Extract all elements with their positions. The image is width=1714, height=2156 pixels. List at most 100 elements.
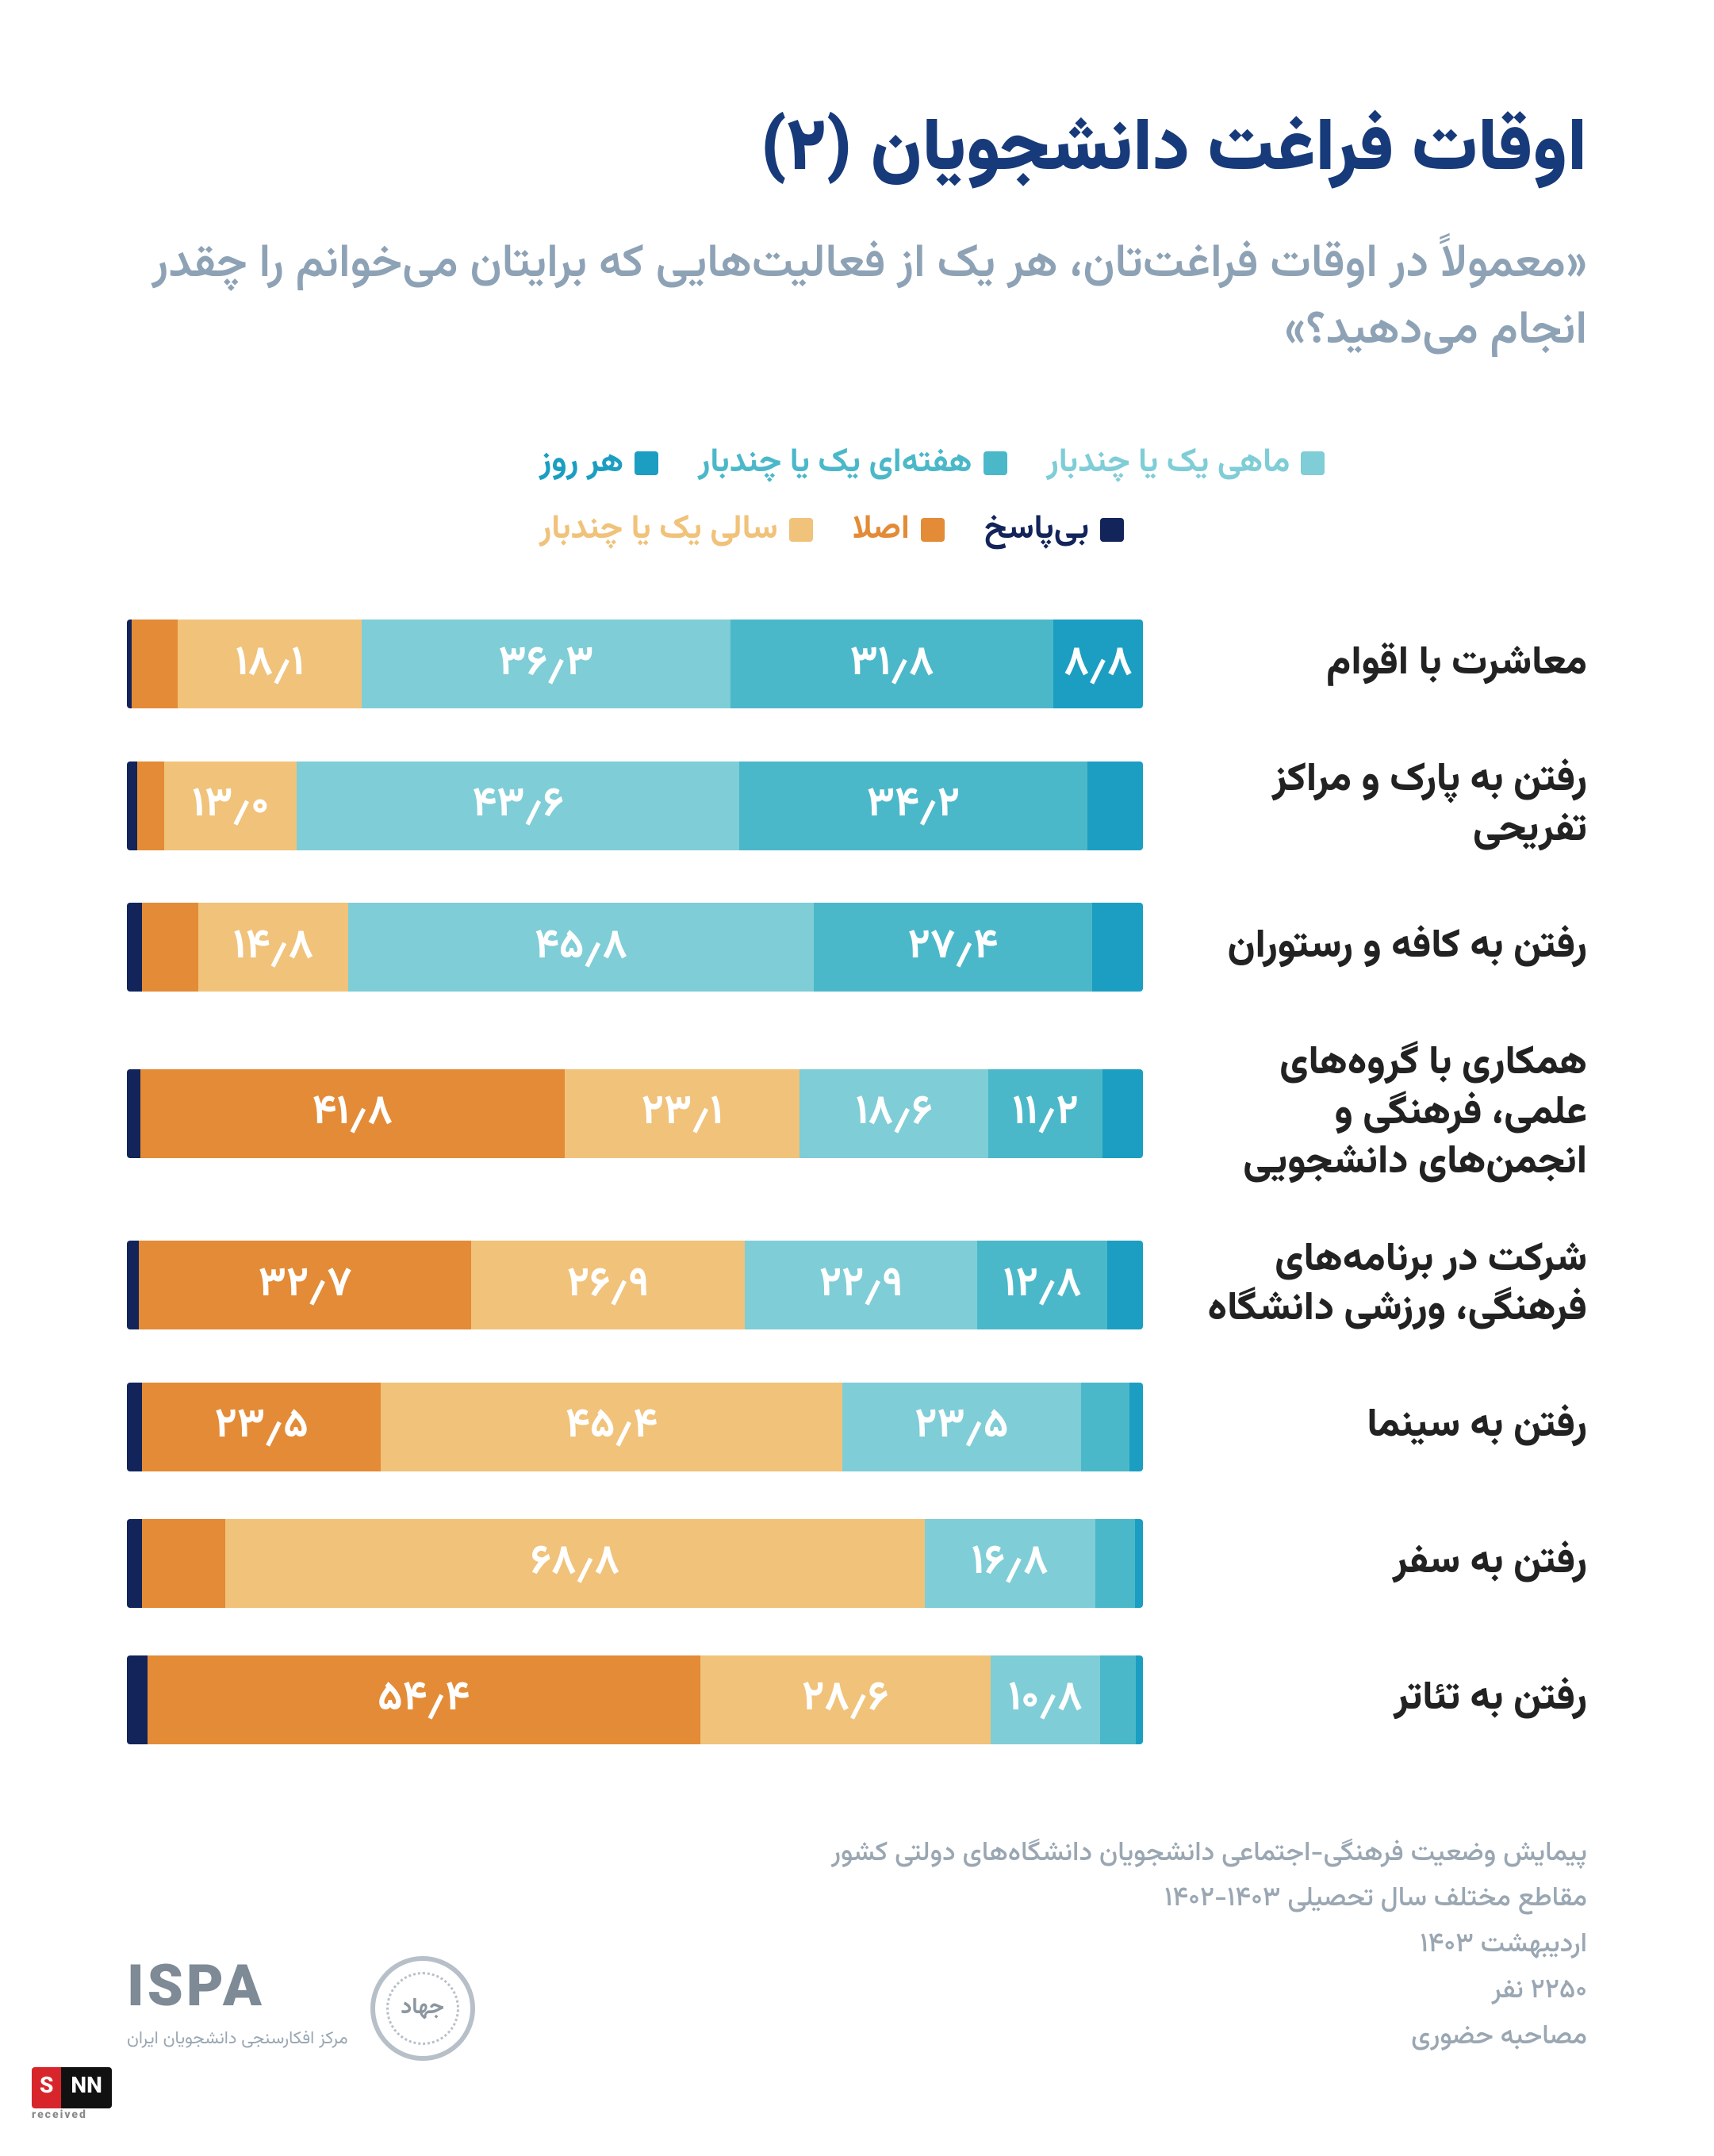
- chart-row: شرکت در برنامه‌های فرهنگی، ورزشی دانشگاه…: [127, 1236, 1587, 1335]
- bar-segment-weekly: [1100, 1655, 1136, 1744]
- row-label: رفتن به سینما: [1175, 1402, 1587, 1452]
- legend-item-daily: هر روز: [539, 437, 658, 489]
- footnote-line: مصاحبه حضوری: [831, 2015, 1587, 2061]
- footnote-line: مقاطع مختلف سال تحصیلی ۱۴۰۳-۱۴۰۲: [831, 1877, 1587, 1923]
- chart-row: رفتن به سفر ۱۶٫۸۶۸٫۸: [127, 1519, 1587, 1608]
- bar-segment-never: [142, 1519, 225, 1608]
- bar-segment-monthly: ۱۶٫۸: [925, 1519, 1095, 1608]
- snn-nn: NN: [61, 2067, 111, 2108]
- legend-line: هر روز هفته‌ای یک یا چندبار ماهی یک یا چند…: [539, 437, 1325, 489]
- bar-segment-monthly: ۲۳٫۵: [842, 1383, 1081, 1471]
- bar-segment-weekly: [1095, 1519, 1135, 1608]
- legend-swatch: [635, 451, 658, 475]
- row-label: شرکت در برنامه‌های فرهنگی، ورزشی دانشگاه: [1175, 1236, 1587, 1335]
- stacked-bar: ۳۴٫۲۴۳٫۶۱۳٫۰: [127, 762, 1143, 850]
- legend-label: هر روز: [539, 437, 623, 489]
- row-label: همکاری با گروه‌های علمی، فرهنگی و انجمن‌…: [1175, 1039, 1587, 1188]
- bar-segment-na: [127, 903, 142, 992]
- legend-label: بی‌پاسخ: [984, 504, 1089, 556]
- footer: پیمایش وضعیت فرهنگی-اجتماعی دانشجویان دا…: [127, 1832, 1587, 2061]
- bar-segment-monthly: ۲۲٫۹: [745, 1241, 977, 1329]
- chart-row: رفتن به تئاتر ۱۰٫۸۲۸٫۶۵۴٫۴: [127, 1655, 1587, 1744]
- bar-segment-na: [127, 762, 137, 850]
- legend-swatch: [1100, 518, 1124, 542]
- chart-rows: معاشرت با اقوام ۸٫۸۳۱٫۸۳۶٫۳۱۸٫۱ رفتن به پا…: [127, 620, 1587, 1744]
- brand-sub: مرکز افکارسنجی دانشجویان ایران: [127, 2025, 348, 2053]
- bar-segment-weekly: ۳۴٫۲: [739, 762, 1087, 850]
- footnote-line: اردیبهشت ۱۴۰۳: [831, 1923, 1587, 1969]
- legend-swatch: [1301, 451, 1325, 475]
- bar-segment-daily: [1136, 1655, 1143, 1744]
- bar-segment-na: [127, 1655, 148, 1744]
- bar-segment-yearly: ۶۸٫۸: [225, 1519, 924, 1608]
- snn-watermark: SNN received: [32, 2070, 112, 2124]
- page-subtitle: «معمولاً در اوقات فراغت‌تان، هر یک از فع…: [127, 232, 1587, 366]
- bar-segment-daily: [1102, 1069, 1143, 1158]
- row-label: معاشرت با اقوام: [1175, 639, 1587, 689]
- legend-label: ماهی یک یا چندبار: [1047, 437, 1290, 489]
- snn-s: S: [32, 2067, 61, 2108]
- bar-segment-never: ۲۳٫۵: [142, 1383, 381, 1471]
- bar-segment-yearly: ۱۳٫۰: [164, 762, 297, 850]
- bar-segment-never: [137, 762, 165, 850]
- row-label: رفتن به سفر: [1175, 1538, 1587, 1588]
- legend-line: سالی یک یا چندبار اصلا بی‌پاسخ: [539, 504, 1124, 556]
- footnotes: پیمایش وضعیت فرهنگی-اجتماعی دانشجویان دا…: [831, 1832, 1587, 2061]
- bar-segment-daily: [1135, 1519, 1143, 1608]
- brand-name: ISPA: [127, 1963, 348, 2020]
- bar-segment-never: ۳۲٫۷: [139, 1241, 471, 1329]
- stacked-bar: ۲۷٫۴۴۵٫۸۱۴٫۸: [127, 903, 1143, 992]
- bar-segment-monthly: ۳۶٫۳: [362, 620, 730, 708]
- bar-segment-monthly: ۴۵٫۸: [348, 903, 814, 992]
- legend-label: سالی یک یا چندبار: [539, 504, 778, 556]
- bar-segment-daily: [1087, 762, 1143, 850]
- legend-swatch: [921, 518, 945, 542]
- stacked-bar: ۱۰٫۸۲۸٫۶۵۴٫۴: [127, 1655, 1143, 1744]
- legend-item-never: اصلا: [853, 504, 945, 556]
- bar-segment-weekly: ۱۲٫۸: [977, 1241, 1107, 1329]
- row-label: رفتن به کافه و رستوران: [1175, 923, 1587, 973]
- bar-segment-yearly: ۱۴٫۸: [198, 903, 349, 992]
- bar-segment-na: [127, 1069, 140, 1158]
- chart-row: همکاری با گروه‌های علمی، فرهنگی و انجمن‌…: [127, 1039, 1587, 1188]
- footnote-line: پیمایش وضعیت فرهنگی-اجتماعی دانشجویان دا…: [831, 1832, 1587, 1878]
- bar-segment-daily: ۸٫۸: [1053, 620, 1143, 708]
- chart-row: رفتن به کافه و رستوران ۲۷٫۴۴۵٫۸۱۴٫۸: [127, 903, 1587, 992]
- bar-segment-yearly: ۲۸٫۶: [700, 1655, 991, 1744]
- legend-item-na: بی‌پاسخ: [984, 504, 1124, 556]
- bar-segment-daily: [1129, 1383, 1143, 1471]
- brand-seal-icon: جهاد: [370, 1956, 475, 2061]
- legend-item-weekly: هفته‌ای یک یا چندبار: [698, 437, 1007, 489]
- bar-segment-yearly: ۲۶٫۹: [471, 1241, 745, 1329]
- bar-segment-yearly: ۱۸٫۱: [178, 620, 362, 708]
- bar-segment-weekly: ۱۱٫۲: [988, 1069, 1102, 1158]
- bar-segment-weekly: ۳۱٫۸: [730, 620, 1053, 708]
- bar-segment-never: ۵۴٫۴: [148, 1655, 700, 1744]
- bar-segment-daily: [1092, 903, 1143, 992]
- legend-swatch: [789, 518, 813, 542]
- chart-row: رفتن به پارک و مراکز تفریحی ۳۴٫۲۴۳٫۶۱۳٫۰: [127, 756, 1587, 855]
- legend: هر روز هفته‌ای یک یا چندبار ماهی یک یا چند…: [127, 437, 1587, 556]
- bar-segment-daily: [1107, 1241, 1143, 1329]
- bar-segment-yearly: ۲۳٫۱: [565, 1069, 799, 1158]
- chart-row: معاشرت با اقوام ۸٫۸۳۱٫۸۳۶٫۳۱۸٫۱: [127, 620, 1587, 708]
- row-label: رفتن به پارک و مراکز تفریحی: [1175, 756, 1587, 855]
- row-label: رفتن به تئاتر: [1175, 1675, 1587, 1724]
- bar-segment-never: ۴۱٫۸: [140, 1069, 565, 1158]
- stacked-bar: ۱۲٫۸۲۲٫۹۲۶٫۹۳۲٫۷: [127, 1241, 1143, 1329]
- bar-segment-never: [142, 903, 197, 992]
- bar-segment-weekly: [1081, 1383, 1129, 1471]
- stacked-bar: ۱۱٫۲۱۸٫۶۲۳٫۱۴۱٫۸: [127, 1069, 1143, 1158]
- brand-seal-text: جهاد: [401, 1991, 444, 2026]
- stacked-bar: ۲۳٫۵۴۵٫۴۲۳٫۵: [127, 1383, 1143, 1471]
- infographic-page: اوقات فراغت دانشجویان (۲) «معمولاً در او…: [0, 0, 1714, 2156]
- stacked-bar: ۱۶٫۸۶۸٫۸: [127, 1519, 1143, 1608]
- legend-label: اصلا: [853, 504, 910, 556]
- footnote-line: ۲۲۵۰ نفر: [831, 1969, 1587, 2015]
- bar-segment-monthly: ۱۸٫۶: [799, 1069, 988, 1158]
- brand-text: ISPA مرکز افکارسنجی دانشجویان ایران: [127, 1963, 348, 2053]
- chart-row: رفتن به سینما ۲۳٫۵۴۵٫۴۲۳٫۵: [127, 1383, 1587, 1471]
- legend-item-yearly: سالی یک یا چندبار: [539, 504, 813, 556]
- brand-block: ISPA مرکز افکارسنجی دانشجویان ایران جهاد: [127, 1956, 475, 2061]
- legend-swatch: [984, 451, 1007, 475]
